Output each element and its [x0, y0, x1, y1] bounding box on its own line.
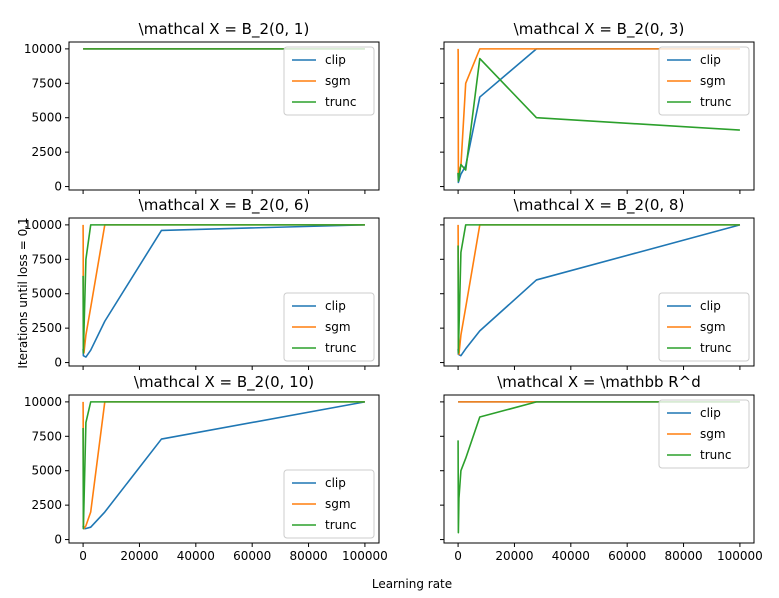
subplot-6: \mathcal X = \mathbb R^d 0 20000 40000 60000…: [440, 373, 763, 563]
x-tick-label: 60000: [233, 549, 271, 563]
legend-box: [658, 46, 750, 116]
y-tick-label: 0: [54, 180, 62, 194]
legend-box: [283, 292, 375, 362]
y-tick-label: 7500: [31, 76, 62, 90]
x-tick-label: 0: [79, 549, 87, 563]
series-line-trunc: [457, 57, 740, 182]
legend: clip sgm trunc: [658, 292, 750, 362]
legend-label-trunc: trunc: [700, 341, 731, 355]
x-axis-label: Learning rate: [372, 577, 452, 591]
legend: clip sgm trunc: [658, 399, 750, 469]
subplot-1: \mathcal X = B_2(0, 1) 0 2500 5000 7500 10000…: [24, 20, 380, 194]
y-tick-label: 7500: [31, 429, 62, 443]
subplot-4: \mathcal X = B_2(0, 8) clip sgm trunc: [440, 196, 755, 370]
series-group: [82, 224, 365, 358]
legend: clip sgm trunc: [283, 292, 375, 362]
x-tick-label: 100000: [717, 549, 763, 563]
series-line-trunc: [82, 401, 365, 530]
y-tick-label: 0: [54, 356, 62, 370]
legend: clip sgm trunc: [283, 46, 375, 116]
y-tick-label: 7500: [31, 252, 62, 266]
x-tick-label: 20000: [495, 549, 533, 563]
subplot-3: \mathcal X = B_2(0, 6) 0 2500 5000 7500 10000…: [24, 196, 380, 370]
axes-frame: [68, 217, 380, 367]
axes-frame: [68, 41, 380, 191]
x-tick-label: 80000: [664, 549, 702, 563]
legend-label-clip: clip: [700, 406, 721, 420]
legend-label-sgm: sgm: [700, 74, 726, 88]
y-tick-label: 10000: [24, 395, 62, 409]
subplot-5: \mathcal X = B_2(0, 10) 0 20000 40000 60000 8…: [24, 373, 388, 563]
series-line-trunc: [457, 224, 740, 354]
legend-label-trunc: trunc: [700, 95, 731, 109]
axes-frame: [68, 394, 380, 544]
axes-frame: [443, 41, 755, 191]
y-tick-label: 5000: [31, 287, 62, 301]
axes-frame: [443, 394, 755, 544]
subplot-title: \mathcal X = B_2(0, 8): [514, 196, 685, 215]
x-tick-label: 20000: [120, 549, 158, 563]
axes-frame: [443, 217, 755, 367]
series-group: [457, 224, 741, 357]
subplot-title: \mathcal X = B_2(0, 10): [134, 373, 314, 392]
y-tick-label: 2500: [31, 145, 62, 159]
x-tick-label: 40000: [552, 549, 590, 563]
legend: clip sgm trunc: [283, 469, 375, 539]
legend-label-trunc: trunc: [325, 341, 356, 355]
x-tick-label: 60000: [608, 549, 646, 563]
y-tick-label: 0: [54, 533, 62, 547]
legend-box: [658, 399, 750, 469]
y-axis-label: Iterations until loss = 0.1: [16, 217, 30, 368]
legend-label-sgm: sgm: [325, 497, 351, 511]
legend-label-clip: clip: [700, 299, 721, 313]
y-tick-label: 5000: [31, 111, 62, 125]
legend-label-clip: clip: [325, 476, 346, 490]
legend-label-trunc: trunc: [325, 95, 356, 109]
legend-label-clip: clip: [700, 53, 721, 67]
legend-label-trunc: trunc: [700, 448, 731, 462]
subplot-title: \mathcal X = B_2(0, 6): [139, 196, 310, 215]
subplot-2: \mathcal X = B_2(0, 3) clip sgm trunc: [440, 20, 755, 194]
legend-label-trunc: trunc: [325, 518, 356, 532]
subplot-title: \mathcal X = \mathbb R^d: [497, 373, 701, 391]
subplot-grid: \mathcal X = B_2(0, 1) 0 2500 5000 7500 10000…: [24, 20, 763, 563]
series-line-clip: [82, 224, 365, 358]
legend-label-sgm: sgm: [325, 320, 351, 334]
y-tick-label: 10000: [24, 42, 62, 56]
subplot-title: \mathcal X = B_2(0, 1): [139, 20, 310, 39]
legend-box: [283, 46, 375, 116]
y-tick-label: 10000: [24, 218, 62, 232]
series-line-trunc: [82, 224, 365, 354]
series-line-trunc: [457, 401, 740, 534]
y-tick-label: 2500: [31, 321, 62, 335]
x-tick-label: 80000: [289, 549, 327, 563]
y-tick-label: 2500: [31, 498, 62, 512]
legend-box: [658, 292, 750, 362]
legend-label-sgm: sgm: [700, 427, 726, 441]
legend-label-sgm: sgm: [700, 320, 726, 334]
legend-box: [283, 469, 375, 539]
series-group: [457, 48, 740, 184]
legend: clip sgm trunc: [658, 46, 750, 116]
x-tick-label: 40000: [177, 549, 215, 563]
y-tick-label: 5000: [31, 464, 62, 478]
legend-label-sgm: sgm: [325, 74, 351, 88]
legend-label-clip: clip: [325, 53, 346, 67]
x-tick-label: 100000: [342, 549, 388, 563]
legend-label-clip: clip: [325, 299, 346, 313]
series-group: [82, 401, 366, 530]
x-tick-label: 0: [454, 549, 462, 563]
subplot-title: \mathcal X = B_2(0, 3): [514, 20, 685, 39]
